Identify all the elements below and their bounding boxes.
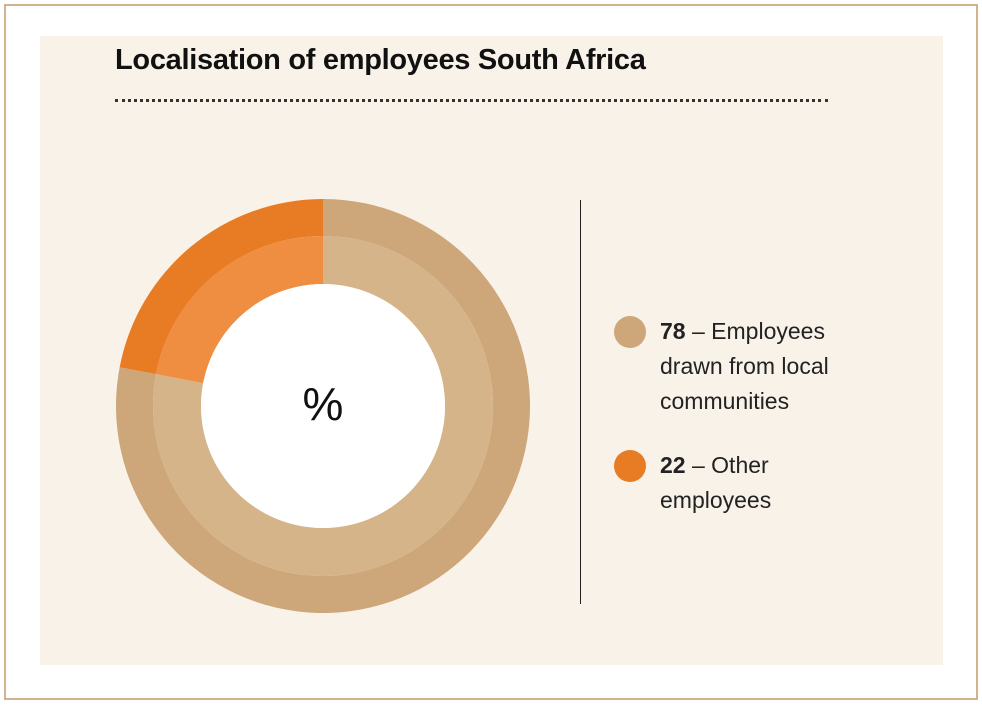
separator-line	[580, 200, 581, 604]
legend-item: 78 – Employees drawn from local communit…	[612, 314, 912, 419]
frame	[4, 4, 978, 700]
donut-segment-inner	[156, 236, 323, 384]
legend-swatch	[614, 450, 646, 482]
legend-label: Other employees	[660, 452, 772, 513]
data-label: 22	[660, 452, 686, 478]
legend-label: Employees drawn from local communities	[660, 318, 829, 414]
legend-text: 78 – Employees drawn from local communit…	[660, 314, 880, 419]
divider	[115, 99, 828, 102]
legend-swatch	[614, 316, 646, 348]
donut-segment-outer	[119, 199, 324, 375]
separator: –	[691, 452, 705, 478]
legend-item: 22 – Other employees	[612, 448, 912, 518]
center-label: %	[303, 378, 344, 430]
chart-title: Localisation of employees South Africa	[115, 44, 646, 76]
legend-text: 22 – Other employees	[660, 448, 880, 518]
separator: –	[691, 318, 705, 344]
data-label: 78	[660, 318, 686, 344]
donut-hole	[201, 284, 445, 528]
